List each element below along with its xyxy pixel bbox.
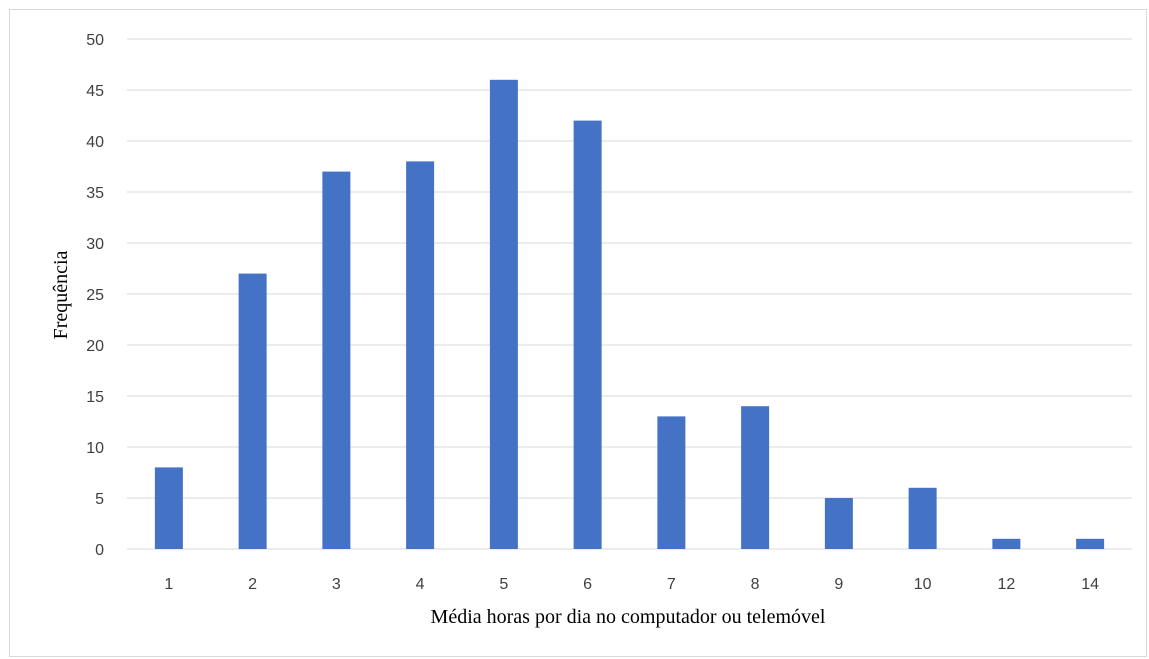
x-tick-label: 14	[1081, 576, 1099, 593]
y-tick-label: 35	[86, 185, 104, 202]
x-tick-label: 5	[499, 576, 508, 593]
x-tick-label: 7	[667, 576, 676, 593]
bar-1	[154, 467, 183, 549]
bars	[154, 79, 1105, 550]
y-axis-title: Frequência	[50, 250, 72, 339]
bar-7	[657, 416, 686, 549]
y-tick-label: 0	[95, 542, 104, 559]
bar-10	[908, 487, 937, 549]
y-tick-label: 15	[86, 389, 104, 406]
bar-8	[741, 406, 770, 549]
bar-6	[573, 120, 602, 549]
bar-14	[1076, 538, 1105, 549]
y-tick-label: 5	[95, 491, 104, 508]
x-tick-label: 3	[332, 576, 341, 593]
x-tick-label: 6	[583, 576, 592, 593]
y-tick-label: 10	[86, 440, 104, 457]
y-tick-label: 50	[86, 32, 104, 49]
y-tick-label: 25	[86, 287, 104, 304]
x-tick-label: 12	[997, 576, 1015, 593]
x-tick-label: 8	[751, 576, 760, 593]
bar-12	[992, 538, 1021, 549]
y-tick-label: 40	[86, 134, 104, 151]
bar-4	[406, 161, 435, 549]
bar-2	[238, 273, 267, 549]
bar-5	[489, 79, 518, 550]
x-tick-label: 1	[164, 576, 173, 593]
bar-3	[322, 171, 351, 549]
y-tick-label: 45	[86, 83, 104, 100]
y-tick-labels: 0 5 10 15 20 25 30 35 40 45 50	[86, 32, 104, 559]
x-tick-label: 10	[914, 576, 932, 593]
x-tick-label: 9	[834, 576, 843, 593]
x-axis-title: Média horas por dia no computador ou tel…	[431, 606, 826, 628]
gridlines	[127, 38, 1132, 550]
y-tick-label: 20	[86, 338, 104, 355]
x-tick-label: 4	[416, 576, 425, 593]
x-tick-label: 2	[248, 576, 257, 593]
x-tick-labels: 1 2 3 4 5 6 7 8 9 10 12 14	[164, 576, 1099, 593]
y-tick-label: 30	[86, 236, 104, 253]
bar-9	[824, 498, 853, 549]
